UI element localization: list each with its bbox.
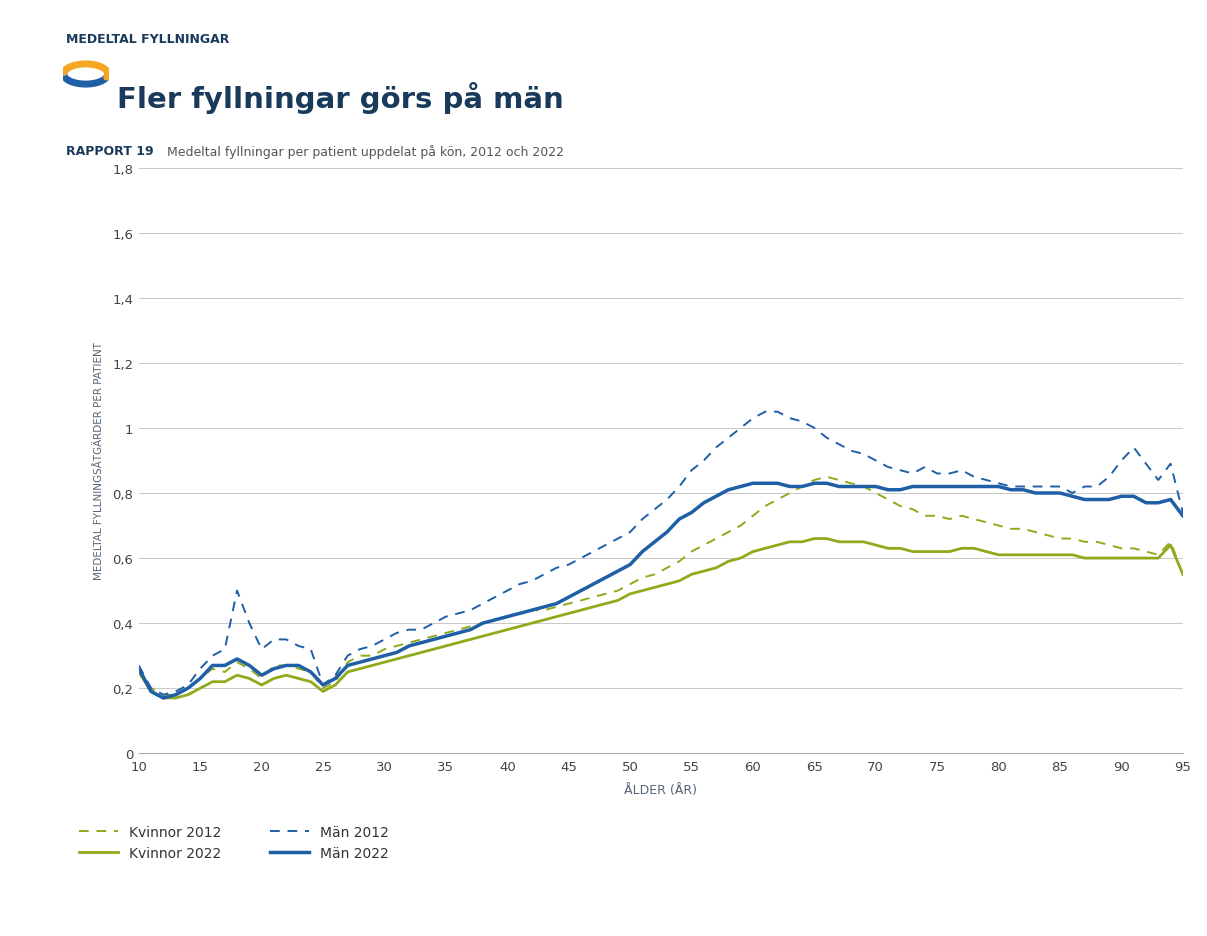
X-axis label: ÅLDER (ÅR): ÅLDER (ÅR) <box>624 783 698 797</box>
Legend: Kvinnor 2012, Kvinnor 2022, Män 2012, Män 2022: Kvinnor 2012, Kvinnor 2022, Män 2012, Mä… <box>74 819 395 866</box>
Text: RAPPORT 19: RAPPORT 19 <box>66 145 154 158</box>
Y-axis label: MEDELTAL FYLLNINGSÅTGÄRDER PER PATIENT: MEDELTAL FYLLNINGSÅTGÄRDER PER PATIENT <box>94 342 104 580</box>
Text: MEDELTAL FYLLNINGAR: MEDELTAL FYLLNINGAR <box>66 33 229 46</box>
Text: Medeltal fyllningar per patient uppdelat på kön, 2012 och 2022: Medeltal fyllningar per patient uppdelat… <box>167 145 564 159</box>
Text: Fler fyllningar görs på män: Fler fyllningar görs på män <box>117 82 564 114</box>
